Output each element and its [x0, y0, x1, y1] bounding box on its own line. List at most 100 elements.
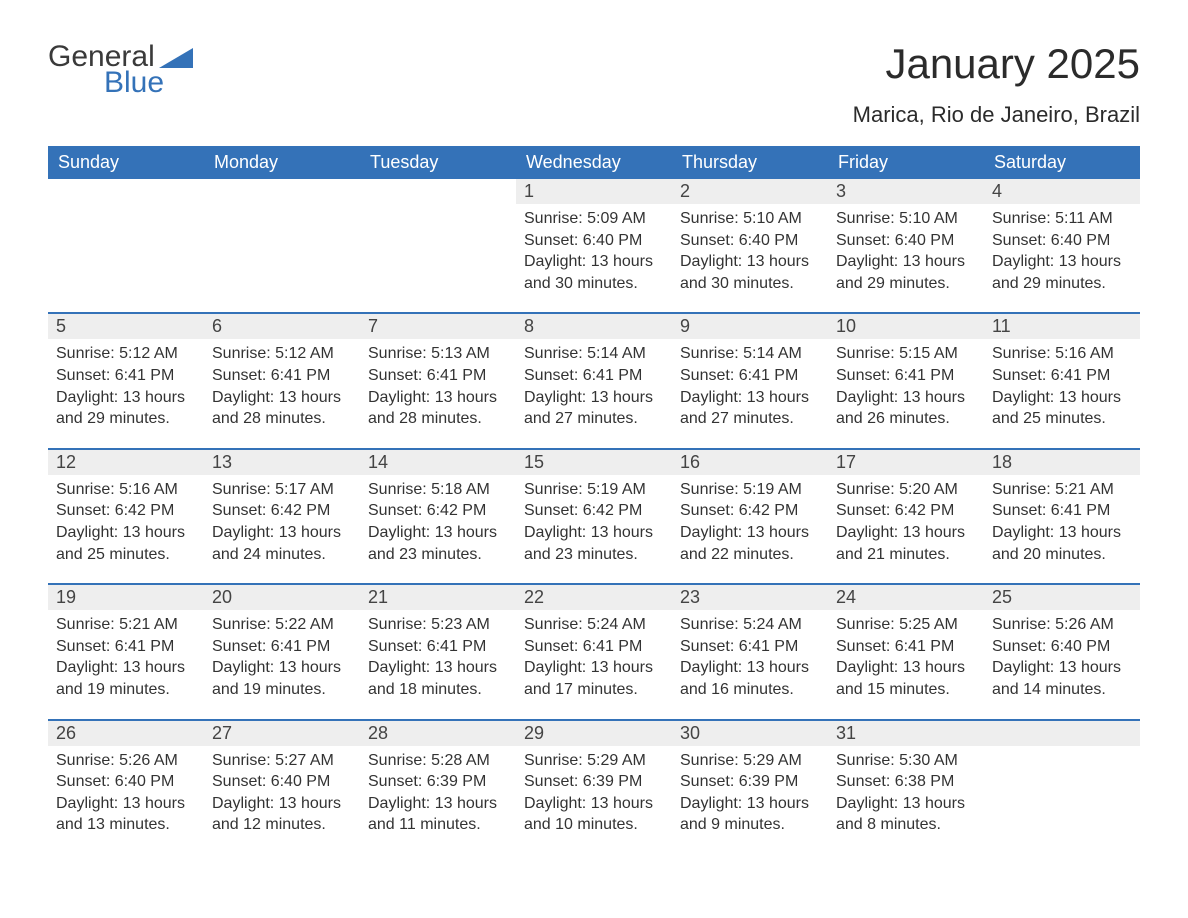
sunset-line: Sunset: 6:39 PM [368, 771, 508, 793]
sunrise-line: Sunrise: 5:24 AM [524, 614, 664, 636]
day-content-cell: Sunrise: 5:20 AMSunset: 6:42 PMDaylight:… [828, 475, 984, 584]
sunset-line: Sunset: 6:42 PM [368, 500, 508, 522]
day-number-cell: 1 [516, 179, 672, 204]
sunset-line: Sunset: 6:41 PM [56, 365, 196, 387]
day-number-cell: 3 [828, 179, 984, 204]
day-content-cell [204, 204, 360, 313]
day-content-cell: Sunrise: 5:24 AMSunset: 6:41 PMDaylight:… [516, 610, 672, 719]
daylight-line: Daylight: 13 hours and 22 minutes. [680, 522, 820, 565]
sunrise-line: Sunrise: 5:30 AM [836, 750, 976, 772]
location-subtitle: Marica, Rio de Janeiro, Brazil [853, 102, 1140, 128]
day-content-cell: Sunrise: 5:19 AMSunset: 6:42 PMDaylight:… [516, 475, 672, 584]
sunset-line: Sunset: 6:42 PM [56, 500, 196, 522]
day-number-cell [984, 720, 1140, 746]
day-number-cell: 25 [984, 584, 1140, 610]
daylight-line: Daylight: 13 hours and 24 minutes. [212, 522, 352, 565]
day-number-cell: 23 [672, 584, 828, 610]
daylight-line: Daylight: 13 hours and 29 minutes. [992, 251, 1132, 294]
day-content-cell: Sunrise: 5:14 AMSunset: 6:41 PMDaylight:… [672, 339, 828, 448]
daylight-line: Daylight: 13 hours and 29 minutes. [56, 387, 196, 430]
day-number-cell: 5 [48, 313, 204, 339]
sunrise-line: Sunrise: 5:16 AM [992, 343, 1132, 365]
logo-text-blue: Blue [104, 66, 193, 100]
daylight-line: Daylight: 13 hours and 13 minutes. [56, 793, 196, 836]
day-content-cell: Sunrise: 5:23 AMSunset: 6:41 PMDaylight:… [360, 610, 516, 719]
daylight-line: Daylight: 13 hours and 18 minutes. [368, 657, 508, 700]
day-content-cell: Sunrise: 5:10 AMSunset: 6:40 PMDaylight:… [828, 204, 984, 313]
day-number-cell: 2 [672, 179, 828, 204]
day-content-cell: Sunrise: 5:16 AMSunset: 6:41 PMDaylight:… [984, 339, 1140, 448]
sunrise-line: Sunrise: 5:16 AM [56, 479, 196, 501]
day-number-cell: 13 [204, 449, 360, 475]
weekday-header: Monday [204, 146, 360, 179]
weekday-header: Friday [828, 146, 984, 179]
daylight-line: Daylight: 13 hours and 19 minutes. [56, 657, 196, 700]
day-content-cell: Sunrise: 5:11 AMSunset: 6:40 PMDaylight:… [984, 204, 1140, 313]
daylight-line: Daylight: 13 hours and 27 minutes. [680, 387, 820, 430]
daylight-line: Daylight: 13 hours and 10 minutes. [524, 793, 664, 836]
sunset-line: Sunset: 6:40 PM [212, 771, 352, 793]
day-number-cell: 15 [516, 449, 672, 475]
day-number-cell: 27 [204, 720, 360, 746]
day-content-cell: Sunrise: 5:19 AMSunset: 6:42 PMDaylight:… [672, 475, 828, 584]
day-content-cell: Sunrise: 5:10 AMSunset: 6:40 PMDaylight:… [672, 204, 828, 313]
sunrise-line: Sunrise: 5:10 AM [680, 208, 820, 230]
day-content-cell: Sunrise: 5:29 AMSunset: 6:39 PMDaylight:… [516, 746, 672, 854]
day-content-cell: Sunrise: 5:30 AMSunset: 6:38 PMDaylight:… [828, 746, 984, 854]
sunrise-line: Sunrise: 5:11 AM [992, 208, 1132, 230]
daylight-line: Daylight: 13 hours and 9 minutes. [680, 793, 820, 836]
sunrise-line: Sunrise: 5:14 AM [524, 343, 664, 365]
sunrise-line: Sunrise: 5:15 AM [836, 343, 976, 365]
day-number-cell: 14 [360, 449, 516, 475]
daylight-line: Daylight: 13 hours and 26 minutes. [836, 387, 976, 430]
weekday-header: Saturday [984, 146, 1140, 179]
sunset-line: Sunset: 6:41 PM [992, 500, 1132, 522]
day-number-cell: 6 [204, 313, 360, 339]
sunrise-line: Sunrise: 5:25 AM [836, 614, 976, 636]
day-content-cell: Sunrise: 5:21 AMSunset: 6:41 PMDaylight:… [48, 610, 204, 719]
day-number-cell: 18 [984, 449, 1140, 475]
sunrise-line: Sunrise: 5:10 AM [836, 208, 976, 230]
daylight-line: Daylight: 13 hours and 20 minutes. [992, 522, 1132, 565]
daylight-line: Daylight: 13 hours and 21 minutes. [836, 522, 976, 565]
sunrise-line: Sunrise: 5:27 AM [212, 750, 352, 772]
day-content-cell: Sunrise: 5:12 AMSunset: 6:41 PMDaylight:… [48, 339, 204, 448]
sunset-line: Sunset: 6:38 PM [836, 771, 976, 793]
weekday-header: Tuesday [360, 146, 516, 179]
day-number-cell: 21 [360, 584, 516, 610]
sunrise-line: Sunrise: 5:26 AM [992, 614, 1132, 636]
sunrise-line: Sunrise: 5:13 AM [368, 343, 508, 365]
sunrise-line: Sunrise: 5:09 AM [524, 208, 664, 230]
calendar-table: SundayMondayTuesdayWednesdayThursdayFrid… [48, 146, 1140, 854]
day-number-cell [48, 179, 204, 204]
sunset-line: Sunset: 6:40 PM [992, 230, 1132, 252]
sunrise-line: Sunrise: 5:19 AM [680, 479, 820, 501]
sunset-line: Sunset: 6:41 PM [56, 636, 196, 658]
day-content-cell [48, 204, 204, 313]
daylight-line: Daylight: 13 hours and 30 minutes. [680, 251, 820, 294]
day-number-cell: 30 [672, 720, 828, 746]
day-number-cell: 11 [984, 313, 1140, 339]
sunset-line: Sunset: 6:42 PM [212, 500, 352, 522]
day-content-cell: Sunrise: 5:22 AMSunset: 6:41 PMDaylight:… [204, 610, 360, 719]
sunrise-line: Sunrise: 5:24 AM [680, 614, 820, 636]
daylight-line: Daylight: 13 hours and 16 minutes. [680, 657, 820, 700]
daylight-line: Daylight: 13 hours and 28 minutes. [212, 387, 352, 430]
daylight-line: Daylight: 13 hours and 19 minutes. [212, 657, 352, 700]
daylight-line: Daylight: 13 hours and 11 minutes. [368, 793, 508, 836]
sunrise-line: Sunrise: 5:29 AM [680, 750, 820, 772]
day-content-cell: Sunrise: 5:24 AMSunset: 6:41 PMDaylight:… [672, 610, 828, 719]
day-number-cell: 20 [204, 584, 360, 610]
daylight-line: Daylight: 13 hours and 29 minutes. [836, 251, 976, 294]
day-content-cell: Sunrise: 5:17 AMSunset: 6:42 PMDaylight:… [204, 475, 360, 584]
sunset-line: Sunset: 6:40 PM [56, 771, 196, 793]
daylight-line: Daylight: 13 hours and 27 minutes. [524, 387, 664, 430]
daylight-line: Daylight: 13 hours and 15 minutes. [836, 657, 976, 700]
sunset-line: Sunset: 6:41 PM [368, 636, 508, 658]
day-number-cell [360, 179, 516, 204]
day-number-cell: 28 [360, 720, 516, 746]
sunset-line: Sunset: 6:40 PM [992, 636, 1132, 658]
day-content-cell: Sunrise: 5:16 AMSunset: 6:42 PMDaylight:… [48, 475, 204, 584]
day-content-cell: Sunrise: 5:09 AMSunset: 6:40 PMDaylight:… [516, 204, 672, 313]
sunrise-line: Sunrise: 5:19 AM [524, 479, 664, 501]
